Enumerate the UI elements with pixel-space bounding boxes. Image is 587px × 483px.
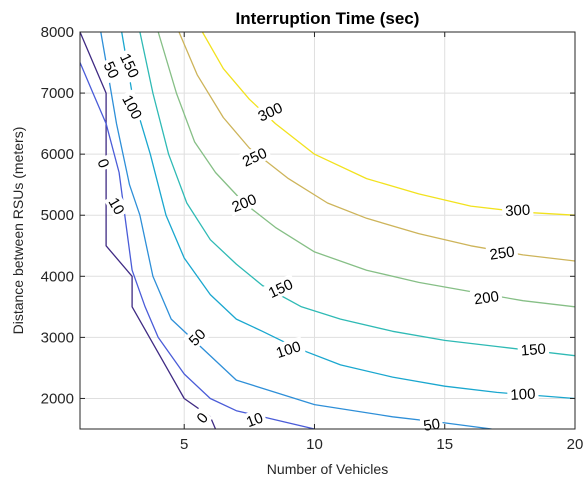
contour-label-group: 10 [241, 407, 268, 432]
contour-label-10: 10 [105, 195, 128, 218]
contour-label-50: 50 [422, 416, 441, 435]
contour-label-bg [517, 339, 550, 359]
y-tick-label: 5000 [41, 207, 74, 224]
contour-label-bg [226, 188, 262, 217]
contour-label-bg [104, 192, 130, 220]
x-tick-label: 20 [567, 436, 584, 453]
contour-label-group: 50 [99, 56, 125, 84]
contour-label-10: 10 [244, 409, 265, 431]
contour-label-bg [99, 56, 125, 84]
contour-label-bg [469, 286, 503, 308]
x-axis-label: Number of Vehicles [267, 461, 388, 477]
contour-label-bg [501, 200, 534, 220]
y-tick-label: 4000 [41, 268, 74, 285]
contour-label-group: 200 [469, 286, 503, 308]
contour-label-bg [191, 407, 213, 429]
x-tick-label: 10 [306, 436, 323, 453]
contour-label-group: 300 [252, 97, 288, 126]
contour-label-300: 300 [505, 202, 531, 220]
contour-label-bg [252, 97, 288, 126]
contour-label-bg [183, 323, 211, 351]
y-tick-label: 2000 [41, 390, 74, 407]
chart-title: Interruption Time (sec) [236, 9, 420, 28]
contour-line-50 [100, 32, 492, 429]
y-tick-label: 6000 [41, 146, 74, 163]
contour-labels: 0010105050501001001001501501502002002502… [93, 47, 550, 435]
contour-line-300 [201, 32, 575, 216]
contour-line-100 [121, 32, 575, 400]
contour-label-100: 100 [274, 338, 303, 362]
plot-frame [79, 31, 576, 430]
contour-label-bg [241, 407, 268, 432]
x-tick-label: 15 [436, 436, 453, 453]
contour-label-group: 10 [104, 192, 130, 220]
contour-label-bg [236, 142, 273, 172]
contour-label-bg [506, 384, 539, 404]
contour-label-group: 100 [270, 336, 306, 362]
y-tick-label: 7000 [41, 85, 74, 102]
contour-label-200: 200 [473, 288, 500, 308]
contour-label-group: 0 [93, 154, 115, 173]
contour-label-100: 100 [510, 386, 536, 404]
contour-label-group: 150 [517, 339, 550, 360]
contour-label-bg [115, 47, 145, 84]
y-tick-label: 3000 [41, 329, 74, 346]
contour-label-bg [93, 154, 115, 173]
contour-label-group: 50 [419, 414, 444, 435]
x-tick-label: 5 [180, 436, 188, 453]
contour-label-group: 0 [191, 407, 213, 429]
y-axis-label: Distance between RSUs (meters) [10, 127, 26, 335]
y-tick-label: 8000 [41, 24, 74, 41]
contour-label-bg [117, 89, 148, 125]
contour-label-bg [270, 336, 306, 362]
contour-label-group: 100 [506, 384, 539, 404]
contour-line-150 [139, 32, 575, 357]
contour-label-50: 50 [100, 59, 122, 81]
contour-label-group: 50 [183, 323, 211, 351]
contour-label-group: 250 [485, 242, 519, 264]
contour-label-250: 250 [489, 243, 516, 263]
contour-label-bg [262, 273, 299, 303]
plot-background [80, 32, 575, 429]
contour-label-bg [485, 242, 519, 264]
contour-label-150: 150 [520, 341, 546, 360]
contour-label-group: 300 [501, 200, 534, 220]
